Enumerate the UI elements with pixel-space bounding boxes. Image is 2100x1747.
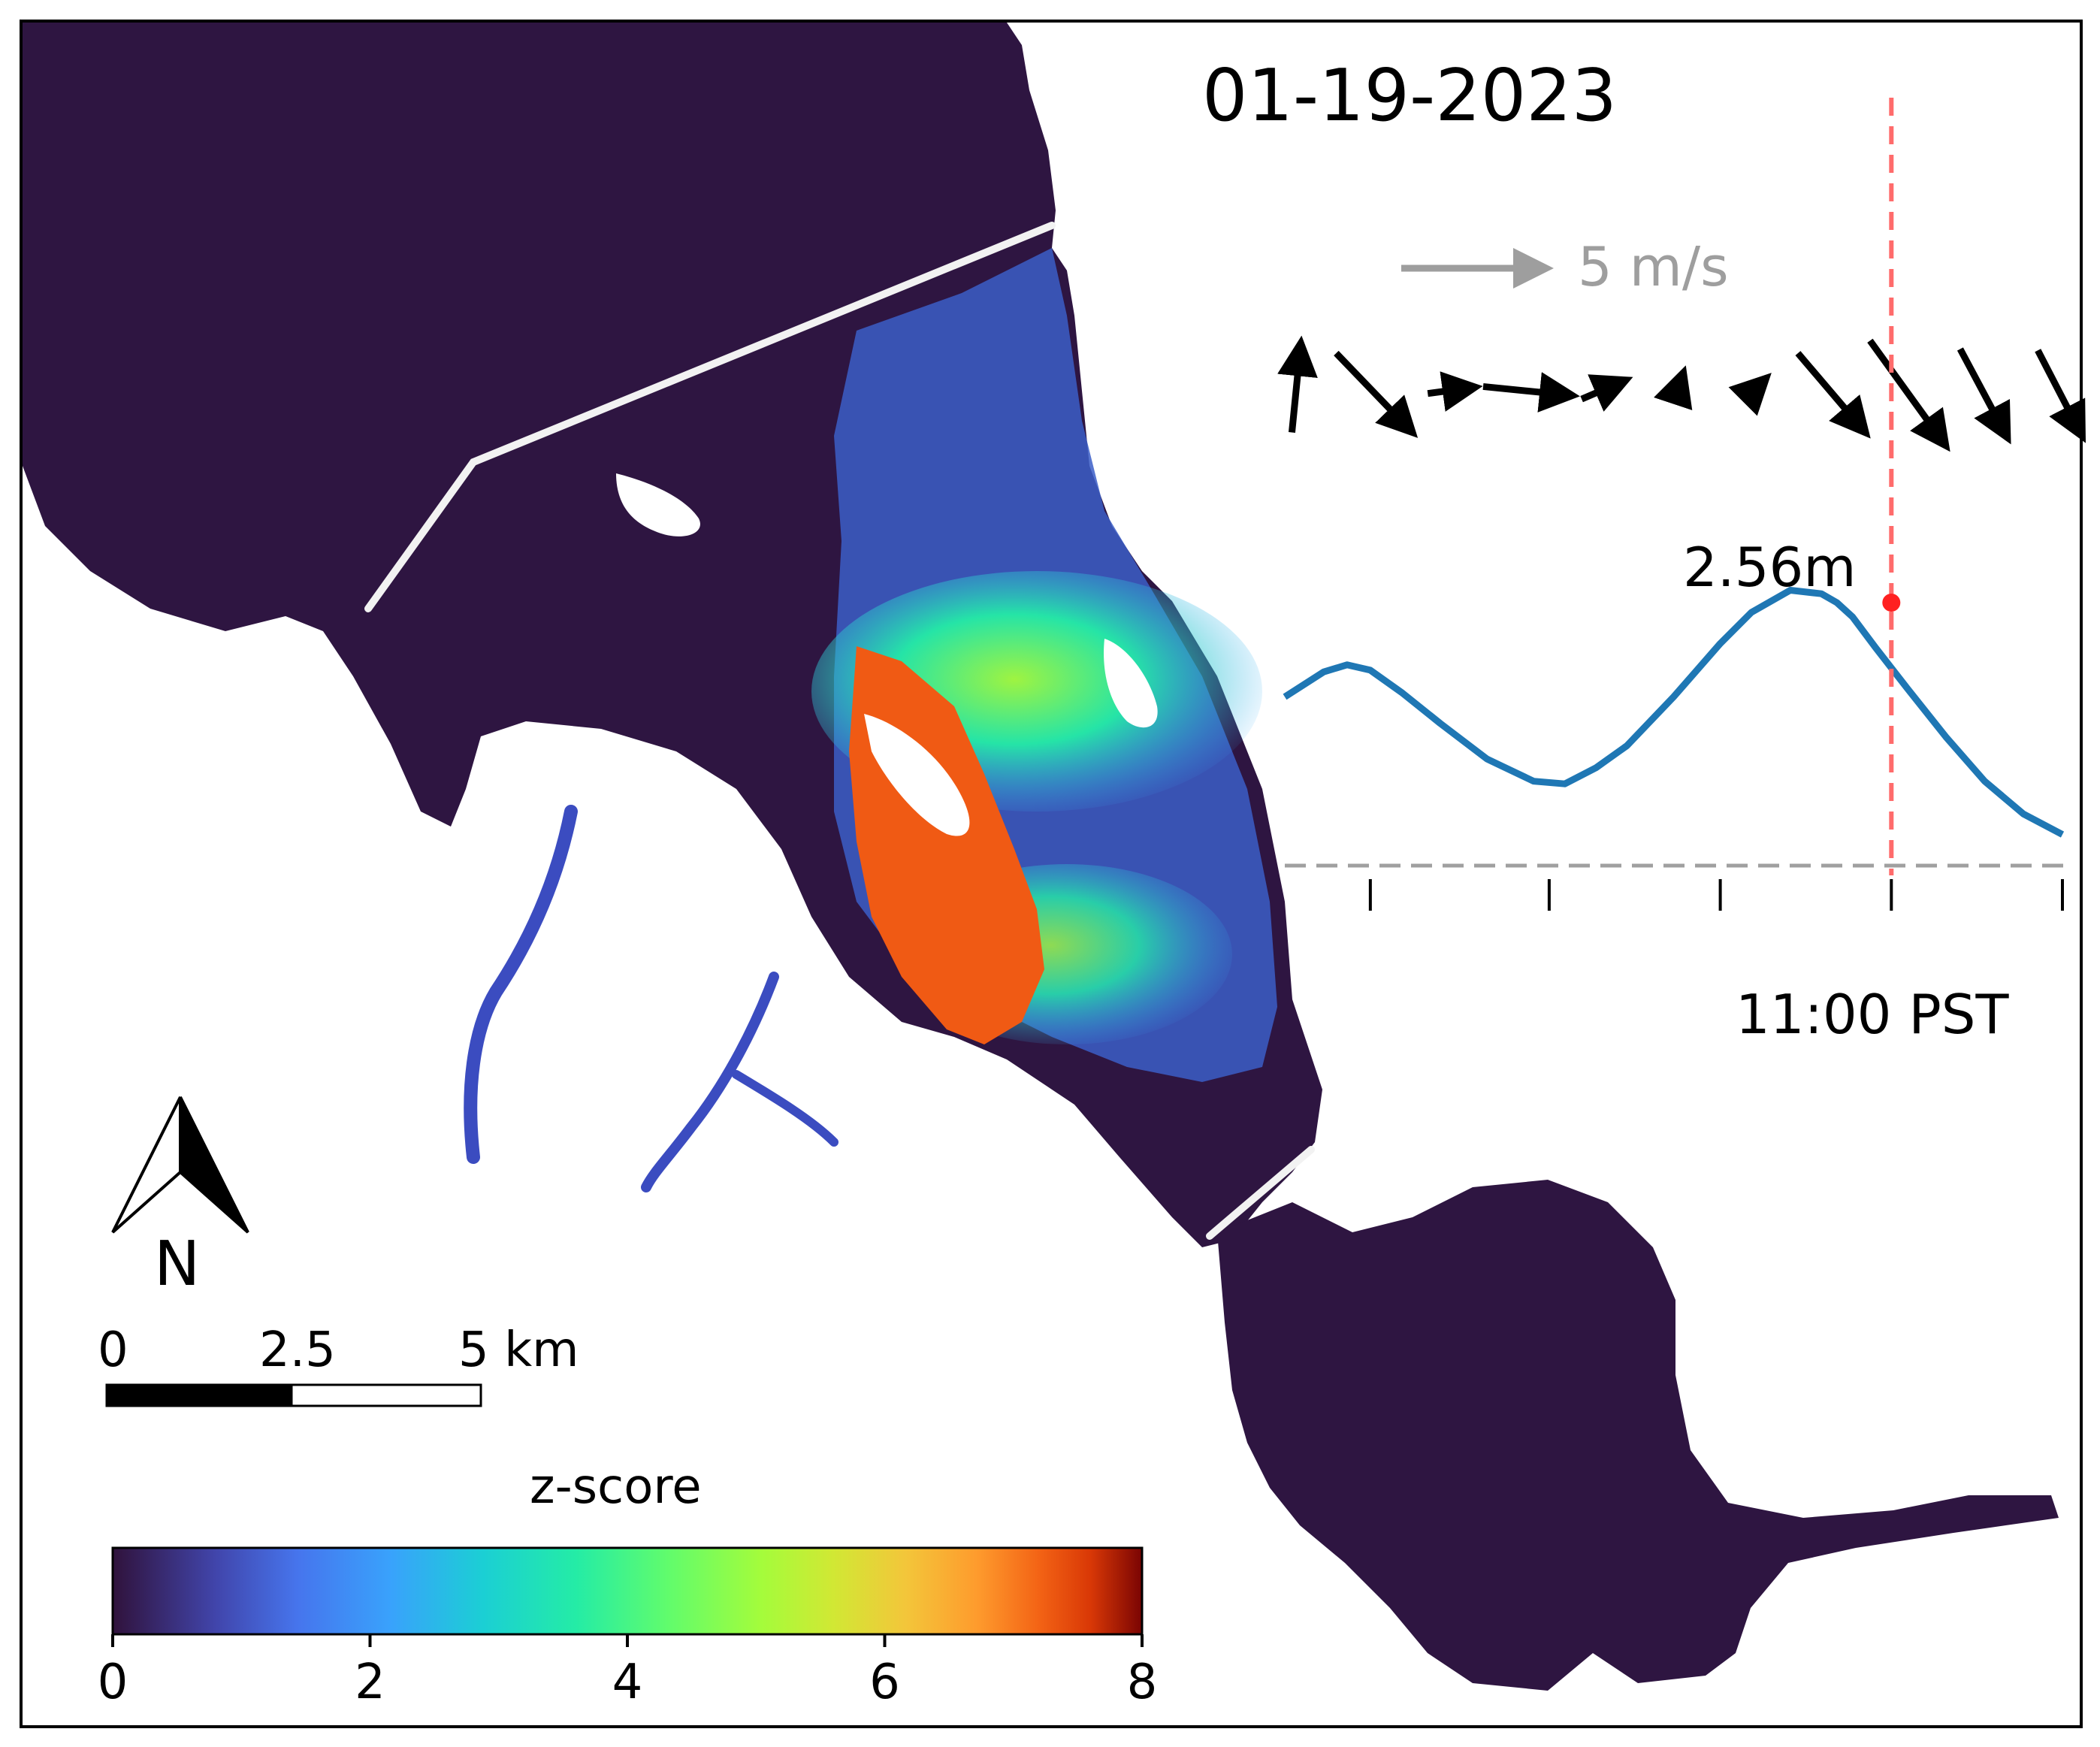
tide-ticks bbox=[1368, 879, 2064, 911]
wind-vector-arrow bbox=[2035, 349, 2086, 443]
wind-vectors bbox=[1277, 335, 2086, 452]
bridge-north bbox=[364, 222, 1056, 612]
north-arrow: N bbox=[111, 1096, 249, 1300]
colorbar-tick-label: 8 bbox=[1127, 1655, 1158, 1710]
wind-vector-arrow bbox=[1795, 351, 1871, 439]
colorbar-ticks: 0 2 4 6 8 bbox=[98, 1634, 1158, 1710]
colorbar-gradient bbox=[111, 1546, 1144, 1636]
scale-bar-label: 2.5 bbox=[259, 1322, 336, 1378]
wind-scale-label: 5 m/s bbox=[1578, 235, 1729, 298]
island bbox=[616, 473, 700, 536]
scale-bar: 0 2.5 5 km bbox=[98, 1322, 579, 1407]
scale-bar-filled bbox=[105, 1383, 293, 1407]
scale-bar-empty bbox=[290, 1383, 482, 1407]
wind-vector-arrow bbox=[1277, 335, 1318, 433]
north-arrow-label: N bbox=[154, 1229, 200, 1300]
date-label: 01-19-2023 bbox=[1202, 55, 1617, 138]
current-tide-marker bbox=[1882, 594, 1901, 612]
island bbox=[864, 714, 970, 836]
tide-time-label: 11:00 PST bbox=[1736, 983, 2010, 1046]
river-channel bbox=[732, 1070, 838, 1147]
water-raster bbox=[23, 23, 2059, 1691]
scale-bar-label: 0 bbox=[98, 1322, 128, 1378]
river-channel bbox=[464, 805, 578, 1164]
tide-current-label: 2.56m bbox=[1683, 536, 1856, 599]
tide-series-line bbox=[1283, 587, 2065, 838]
wind-panel: 5 m/s bbox=[1277, 235, 2086, 452]
wind-vector-arrow bbox=[1728, 373, 1772, 416]
tide-chart: 2.56m 11:00 PST bbox=[1283, 98, 2066, 1046]
water-southeast bbox=[1217, 1180, 2059, 1691]
colorbar-tick-label: 4 bbox=[612, 1655, 643, 1710]
colorbar-tick-label: 2 bbox=[355, 1655, 385, 1710]
wind-vector-arrow bbox=[1580, 374, 1633, 412]
colorbar-title: z-score bbox=[530, 1459, 702, 1515]
river-channel bbox=[641, 972, 779, 1192]
colorbar-tick-label: 0 bbox=[98, 1655, 128, 1710]
wind-vector-arrow bbox=[1334, 350, 1419, 438]
bridge-south bbox=[1206, 1146, 1315, 1240]
wind-vector-arrow bbox=[1654, 365, 1693, 411]
wind-vector-arrow bbox=[1867, 338, 1950, 452]
scale-bar-label: 5 km bbox=[458, 1322, 579, 1378]
wind-vector-arrow bbox=[1956, 347, 2011, 445]
colorbar: z-score 0 2 4 6 8 bbox=[98, 1459, 1158, 1710]
wind-vector-arrow bbox=[1482, 372, 1580, 413]
colorbar-tick-label: 6 bbox=[869, 1655, 900, 1710]
island bbox=[1104, 639, 1158, 728]
north-arrow-right-half bbox=[179, 1096, 249, 1234]
wind-vector-arrow bbox=[1427, 371, 1483, 412]
